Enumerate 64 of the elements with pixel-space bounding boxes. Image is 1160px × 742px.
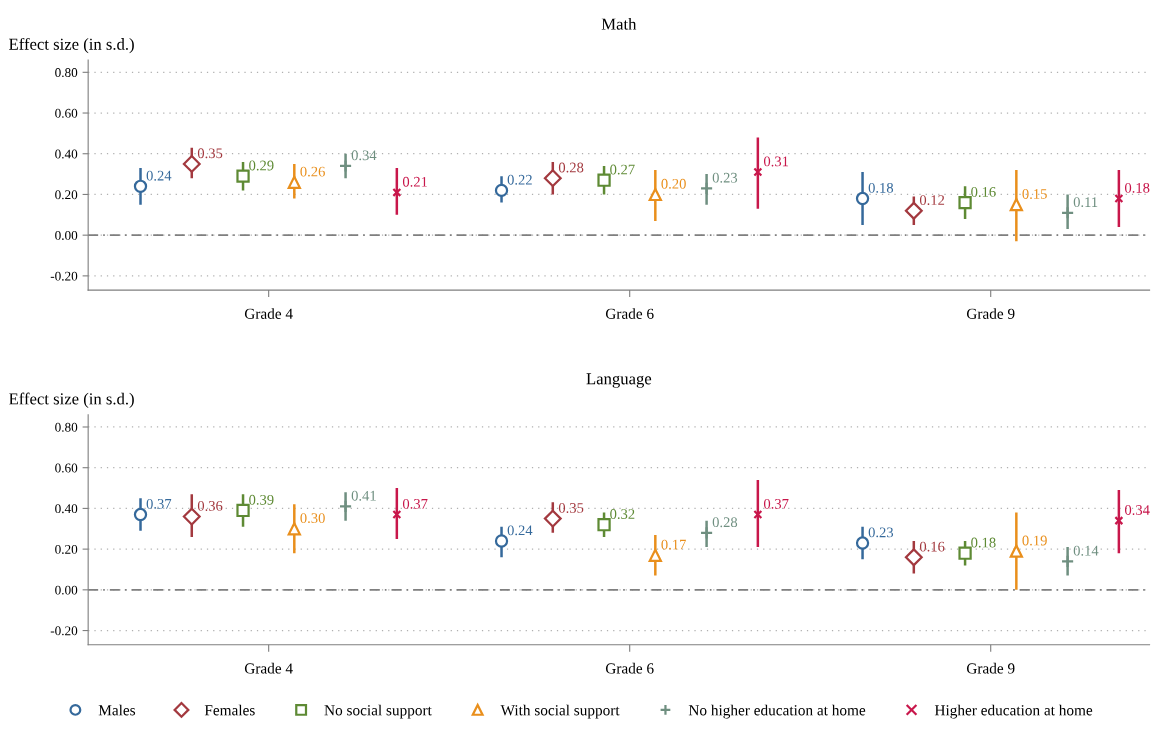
y-tick-label: 0.40 — [55, 504, 78, 514]
legend-label: With social support — [500, 704, 620, 719]
data-label: 0.24 — [146, 170, 172, 181]
y-tick-label: -0.20 — [50, 626, 78, 636]
data-label: 0.12 — [919, 195, 945, 206]
y-tick-label: 0.60 — [55, 463, 78, 473]
y-tick-label: 0.80 — [55, 68, 78, 78]
data-label: 0.31 — [763, 156, 789, 167]
x-tick-label: Grade 4 — [244, 662, 293, 674]
legend-label: No higher education at home — [688, 704, 866, 719]
legend-label: Females — [204, 704, 255, 716]
data-label: 0.30 — [300, 513, 325, 524]
data-label: 0.21 — [402, 176, 428, 187]
legend-label: Males — [98, 704, 136, 716]
data-label: 0.29 — [249, 160, 274, 171]
data-label: 0.37 — [146, 498, 172, 509]
data-label: 0.20 — [661, 178, 686, 189]
chart-title: Math — [601, 17, 637, 30]
data-label: 0.18 — [868, 182, 894, 193]
data-label: 0.28 — [712, 517, 738, 528]
data-label: 0.15 — [1022, 189, 1047, 199]
x-tick-label: Grade 9 — [966, 308, 1015, 319]
data-label: 0.32 — [610, 509, 635, 520]
data-label: 0.24 — [507, 525, 533, 536]
data-label: 0.34 — [351, 150, 377, 161]
data-label: 0.18 — [971, 537, 996, 548]
data-label: 0.14 — [1073, 545, 1099, 556]
y-tick-label: 0.00 — [55, 585, 78, 595]
data-label: 0.17 — [661, 539, 686, 550]
x-tick-label: Grade 6 — [605, 662, 654, 674]
data-label: 0.19 — [1022, 535, 1047, 546]
y-tick-label: 0.40 — [55, 149, 78, 159]
chart-title: Language — [586, 373, 652, 388]
data-label: 0.11 — [1073, 197, 1098, 208]
y-tick-label: -0.20 — [50, 271, 78, 281]
data-label: 0.27 — [610, 164, 635, 175]
data-label: 0.16 — [971, 187, 996, 197]
y-tick-label: 0.60 — [55, 108, 78, 118]
data-label: 0.16 — [919, 541, 945, 552]
data-label: 0.37 — [763, 498, 789, 509]
data-label: 0.23 — [868, 527, 894, 538]
data-label: 0.22 — [507, 174, 532, 185]
y-axis-title: Effect size (in s.d.) — [9, 37, 134, 54]
data-label: 0.37 — [402, 498, 428, 509]
data-label: 0.39 — [249, 494, 274, 505]
y-tick-label: 0.00 — [55, 230, 78, 240]
x-tick-label: Grade 4 — [244, 308, 293, 319]
y-tick-label: 0.20 — [55, 190, 78, 200]
data-label: 0.23 — [712, 172, 738, 183]
x-tick-label: Grade 9 — [966, 662, 1015, 674]
y-tick-label: 0.20 — [55, 544, 78, 554]
data-label: 0.41 — [351, 490, 376, 501]
y-tick-label: 0.80 — [55, 422, 78, 432]
data-label: 0.35 — [558, 503, 584, 513]
data-label: 0.34 — [1124, 505, 1150, 515]
data-label: 0.35 — [197, 148, 223, 159]
legend-label: Higher education at home — [934, 704, 1093, 719]
x-tick-label: Grade 6 — [605, 308, 654, 319]
data-label: 0.26 — [300, 166, 325, 177]
data-label: 0.18 — [1124, 182, 1150, 193]
data-label: 0.36 — [197, 500, 223, 511]
data-label: 0.28 — [558, 162, 584, 173]
legend-label: No social support — [324, 704, 432, 719]
y-axis-title: Effect size (in s.d.) — [9, 392, 134, 408]
